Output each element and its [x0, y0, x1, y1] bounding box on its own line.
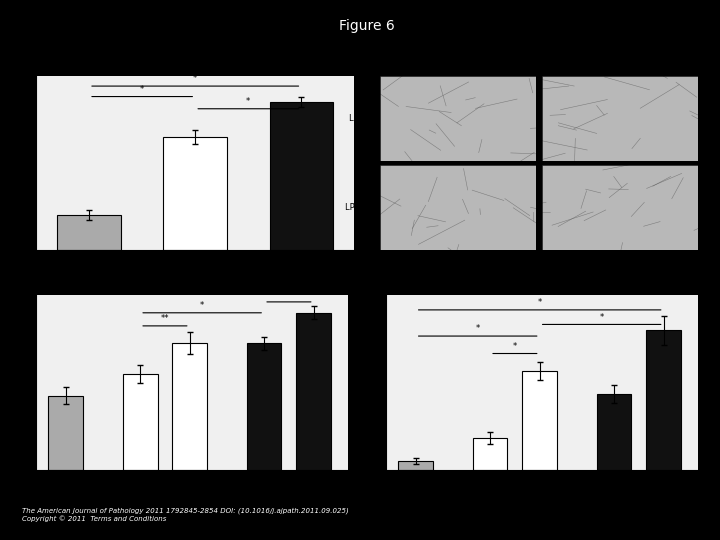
Text: +: + [310, 484, 318, 493]
Text: -: - [414, 484, 417, 493]
Bar [647, 330, 681, 470]
Text: B: B [361, 51, 375, 69]
Text: Figure 6: Figure 6 [339, 19, 395, 33]
Bar [48, 396, 83, 470]
Text: **: ** [284, 291, 293, 299]
Text: LPS: LPS [374, 484, 388, 493]
Text: +: + [186, 484, 193, 493]
Title: Normal cholangiocyte
supernatant: Normal cholangiocyte supernatant [416, 56, 500, 75]
Text: PCK
cholangiocyte
supernatant: PCK cholangiocyte supernatant [614, 508, 663, 528]
Text: LPS: LPS [24, 484, 38, 493]
Bar [123, 374, 158, 470]
Bar [172, 343, 207, 470]
Text: -: - [139, 484, 142, 493]
Y-axis label: Cell proliferation: Cell proliferation [6, 128, 15, 198]
Text: The American Journal of Pathology 2011 1792845-2854 DOI: (10.1016/j.ajpath.2011.: The American Journal of Pathology 2011 1… [22, 508, 348, 522]
Bar [163, 137, 227, 250]
Text: *: * [476, 325, 480, 333]
Text: *: * [140, 85, 144, 94]
Text: *: * [193, 75, 197, 84]
Text: Basal
medium: Basal medium [51, 508, 80, 521]
Text: +: + [660, 484, 667, 493]
Text: A: A [11, 54, 24, 72]
Bar [398, 461, 433, 470]
Text: *: * [538, 298, 542, 307]
Text: -: - [64, 484, 67, 493]
Bar [473, 438, 508, 470]
Bar [269, 102, 333, 250]
Text: PCK
cholangiocyte
supernatant: PCK cholangiocyte supernatant [264, 508, 313, 528]
Text: *: * [200, 301, 204, 310]
Text: Basal
medium: Basal medium [401, 508, 430, 521]
Bar [522, 371, 557, 470]
Text: Normal
cholangiocyte
supernatant: Normal cholangiocyte supernatant [490, 508, 539, 528]
Text: -: - [613, 484, 616, 493]
Text: *: * [513, 342, 517, 351]
Y-axis label: LPS (-): LPS (-) [348, 114, 376, 123]
Text: -: - [489, 484, 492, 493]
Text: *: * [246, 97, 251, 106]
Bar [57, 215, 121, 250]
Text: *: * [600, 313, 604, 322]
Y-axis label: Number of migrated cells: Number of migrated cells [356, 329, 365, 436]
Y-axis label: LPS (+): LPS (+) [345, 203, 376, 212]
Text: **: ** [161, 314, 169, 323]
Bar [297, 313, 331, 470]
Bar [597, 394, 631, 470]
Text: D: D [342, 268, 357, 287]
Text: +: + [536, 484, 543, 493]
Bar [247, 343, 282, 470]
Y-axis label: Number of branching points: Number of branching points [6, 323, 15, 442]
Title: PCK cholangiocyte
supernatant: PCK cholangiocyte supernatant [585, 56, 656, 75]
Text: -: - [263, 484, 266, 493]
Text: Normal
cholangiocyte
supernatant: Normal cholangiocyte supernatant [140, 508, 189, 528]
Text: **: ** [186, 279, 194, 288]
Text: C: C [0, 268, 12, 287]
